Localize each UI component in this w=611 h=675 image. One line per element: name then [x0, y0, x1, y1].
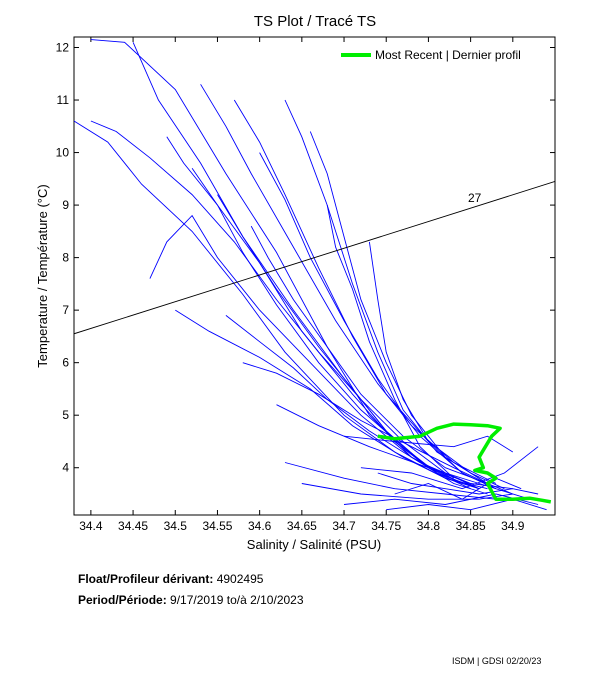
- x-tick-label: 34.7: [332, 519, 356, 533]
- legend: Most Recent | Dernier profil: [341, 48, 521, 62]
- y-tick-label: 4: [62, 461, 69, 475]
- density-layer: [74, 181, 555, 335]
- end-date: 2/10/2023: [250, 593, 304, 607]
- series-line-p25: [225, 315, 471, 484]
- y-tick-label: 7: [62, 303, 69, 317]
- recent-layer: [377, 422, 552, 504]
- y-tick-label: 5: [62, 408, 69, 422]
- x-tick-label: 34.4: [79, 519, 103, 533]
- y-tick-label: 12: [56, 41, 70, 55]
- y-axis-label: Temperature / Température (°C): [35, 184, 50, 367]
- x-tick-label: 34.65: [287, 519, 317, 533]
- series-line-p27: [377, 472, 539, 495]
- x-axis-label: Salinity / Salinité (PSU): [247, 537, 381, 552]
- x-tick-label: 34.9: [501, 519, 525, 533]
- series-line-p9: [233, 99, 505, 490]
- axis-ticks: 34.4 34.45 34.5 34.55 34.6 34.65 34.7 34.75 34.8…: [56, 37, 555, 533]
- y-tick-label: 6: [62, 356, 69, 370]
- period-label: Period/Période:: [78, 593, 167, 607]
- series-line-p26: [250, 225, 488, 484]
- series-line-p15: [242, 362, 513, 495]
- x-tick-label: 34.85: [456, 519, 486, 533]
- series-line-p28: [394, 477, 522, 500]
- y-tick-label: 9: [62, 198, 69, 212]
- plot-area: [73, 36, 556, 516]
- start-date: 9/17/2019: [170, 593, 224, 607]
- float-id: 4902495: [216, 572, 264, 586]
- float-info: Float/Profileur dérivant: 4902495: [78, 572, 263, 586]
- series-line-p24: [191, 168, 471, 490]
- legend-label: Most Recent | Dernier profil: [375, 48, 521, 62]
- series-line-p10: [259, 152, 497, 484]
- series-line-p22: [386, 498, 547, 511]
- series-layer: [74, 39, 547, 511]
- series-line-p13: [326, 205, 455, 479]
- float-label: Float/Profileur dérivant:: [78, 572, 214, 586]
- density-label: 27: [468, 191, 482, 205]
- x-tick-label: 34.45: [118, 519, 148, 533]
- series-line-p17: [284, 462, 496, 500]
- footer-credit: ISDM | GDSI 02/20/23: [452, 656, 542, 666]
- series-line-p4: [149, 214, 463, 484]
- to-label: to/à: [226, 593, 247, 607]
- recent-profile-line: [377, 422, 552, 504]
- x-tick-label: 34.55: [202, 519, 232, 533]
- series-line-p12: [309, 131, 488, 484]
- series-line-p3: [132, 42, 513, 490]
- period-info: Period/Période: 9/17/2019 to/à 2/10/2023: [78, 593, 304, 607]
- y-tick-label: 11: [57, 93, 70, 107]
- y-tick-label: 8: [62, 251, 69, 265]
- density-isoline: [74, 181, 555, 335]
- x-tick-label: 34.6: [248, 519, 272, 533]
- series-line-p21: [343, 435, 514, 453]
- y-tick-label: 10: [56, 146, 70, 160]
- x-tick-label: 34.5: [164, 519, 188, 533]
- chart-title: TS Plot / Tracé TS: [254, 13, 376, 30]
- series-line-p18: [301, 483, 530, 500]
- series-line-p6: [175, 309, 488, 490]
- series-line-p20: [360, 446, 539, 490]
- x-tick-label: 34.8: [417, 519, 441, 533]
- series-line-p14: [368, 241, 497, 490]
- series-line-p23: [90, 120, 480, 490]
- x-tick-label: 34.75: [371, 519, 401, 533]
- series-line-p7: [200, 84, 497, 490]
